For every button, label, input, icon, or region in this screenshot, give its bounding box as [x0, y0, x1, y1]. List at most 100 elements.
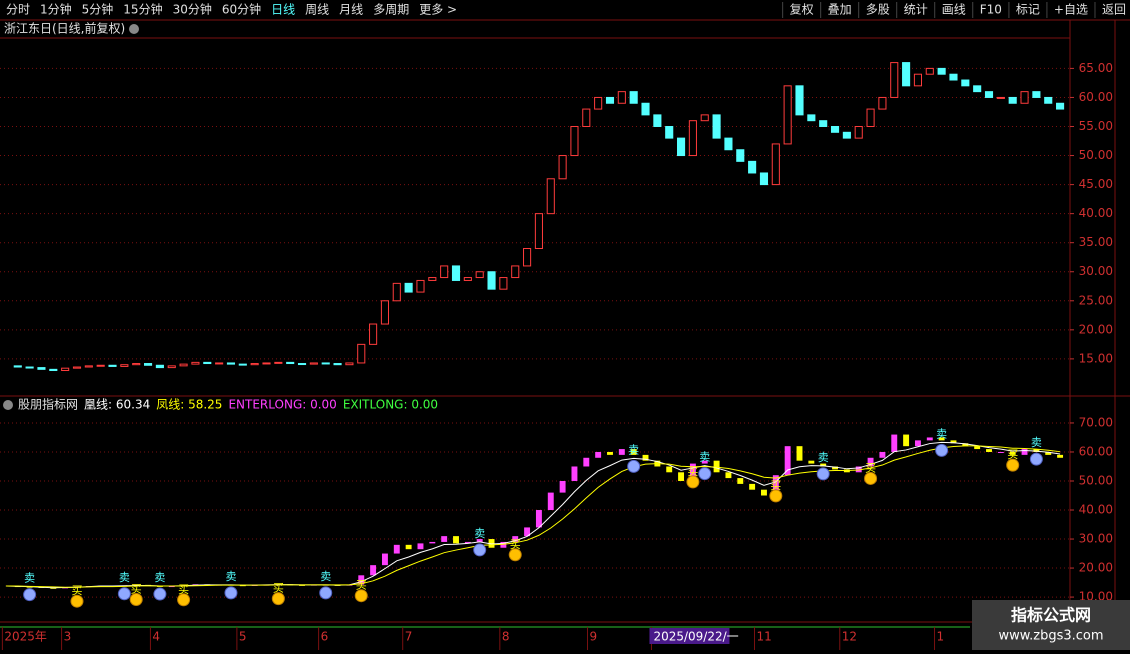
indicator-bar [583, 457, 590, 467]
buy-icon [864, 471, 878, 485]
candle [700, 114, 709, 122]
candle [842, 131, 851, 139]
candle [866, 108, 875, 127]
toolbar-button[interactable]: F10 [980, 3, 1002, 17]
indicator-bar [1021, 449, 1028, 455]
toolbar-tab[interactable]: 多周期 [373, 3, 409, 17]
candle [1020, 91, 1029, 104]
indicator-bar [476, 539, 483, 542]
candle [25, 366, 34, 369]
candle [333, 363, 342, 366]
legend-entry: ENTERLONG: 0.00 [228, 398, 336, 412]
candle [72, 366, 82, 369]
candle [297, 363, 307, 366]
signal-label: 买 [1007, 448, 1018, 461]
indicator-bar [453, 536, 459, 544]
candle [570, 125, 579, 157]
y-tick-label: 20.00 [1079, 322, 1113, 336]
date-label: 2025/09/22/一 [653, 630, 738, 644]
legend-entry: 凤线: 58.25 [156, 398, 222, 412]
candle [795, 85, 804, 116]
indicator-bar [547, 492, 554, 511]
toolbar-button[interactable]: +自选 [1054, 3, 1088, 17]
toolbar-tab[interactable]: 分时 [6, 3, 30, 17]
indicator-bar [500, 541, 507, 548]
indicator-bar [595, 451, 602, 458]
title-dropdown[interactable] [129, 24, 139, 34]
candle [878, 96, 887, 110]
candle [451, 265, 461, 281]
signal-label: 卖 [936, 427, 947, 440]
watermark-url: www.zbgs3.com [998, 629, 1103, 644]
indicator-bar [867, 457, 874, 467]
candle [1008, 96, 1017, 104]
y-tick-label: 20.00 [1079, 561, 1113, 575]
signal-label: 买 [356, 579, 367, 592]
candle [499, 277, 508, 290]
toolbar-tab[interactable]: 1分钟 [40, 2, 72, 17]
legend-entry: 凰线: 60.34 [84, 398, 150, 412]
signal-label: 卖 [699, 451, 710, 464]
indicator-bar [891, 434, 898, 452]
toolbar-tab[interactable]: 15分钟 [123, 2, 162, 17]
toolbar-tab[interactable]: 月线 [339, 3, 363, 17]
indicator-bar [701, 460, 708, 464]
date-label: 1 [937, 630, 945, 644]
candle [558, 155, 567, 180]
date-label: 12 [842, 630, 857, 644]
toolbar-button[interactable]: 统计 [904, 3, 928, 17]
toolbar-tab[interactable]: 5分钟 [82, 2, 114, 17]
toolbar-button[interactable]: 叠加 [828, 3, 852, 17]
candle [120, 364, 129, 367]
toolbar-tab[interactable]: 更多 > [419, 3, 457, 17]
indicator-bar [630, 449, 637, 455]
candle [369, 323, 378, 345]
indicator-bar [559, 480, 566, 493]
candle [1032, 91, 1041, 98]
sell-icon [224, 586, 238, 600]
indicator-bar [441, 536, 448, 542]
candle [13, 365, 22, 368]
indicator-bar [784, 446, 791, 476]
candle [250, 363, 259, 366]
toolbar-tab[interactable]: 周线 [305, 3, 329, 17]
indicator-bar [950, 440, 957, 444]
date-label: 11 [756, 630, 771, 644]
toolbar-button[interactable]: 复权 [790, 3, 814, 17]
candle [546, 178, 555, 215]
date-label: 5 [239, 630, 247, 644]
indicator-bar [618, 449, 625, 455]
candle [215, 362, 224, 365]
candle [96, 364, 105, 367]
toolbar-button[interactable]: 返回 [1102, 3, 1126, 17]
toolbar-button[interactable]: 多股 [866, 3, 890, 17]
candle [238, 363, 247, 366]
indicator-bar [974, 446, 981, 450]
candle [309, 362, 318, 365]
candle [203, 361, 212, 365]
indicator-bar [642, 454, 649, 461]
signal-label: 买 [71, 584, 82, 597]
candle [712, 114, 721, 139]
candle [1044, 96, 1053, 104]
toolbar-tab[interactable]: 60分钟 [222, 2, 261, 17]
candle [179, 363, 188, 367]
sell-icon [319, 586, 333, 600]
toolbar-tab[interactable]: 日线 [271, 3, 295, 17]
indicator-dropdown[interactable] [3, 400, 13, 410]
indicator-bar [820, 463, 827, 467]
y-tick-label: 50.00 [1079, 148, 1113, 162]
buy-icon [769, 489, 783, 503]
y-tick-label: 60.00 [1079, 90, 1113, 104]
candle [428, 277, 437, 281]
toolbar-tab[interactable]: 30分钟 [173, 2, 212, 17]
indicator-bar [571, 466, 578, 481]
toolbar-button[interactable]: 标记 [1016, 3, 1040, 17]
candle [286, 361, 295, 365]
candle [759, 172, 769, 186]
candle [380, 300, 389, 325]
toolbar-button[interactable]: 画线 [942, 3, 966, 17]
sell-icon [153, 587, 167, 601]
y-tick-label: 40.00 [1079, 503, 1113, 517]
candle [1056, 102, 1065, 110]
